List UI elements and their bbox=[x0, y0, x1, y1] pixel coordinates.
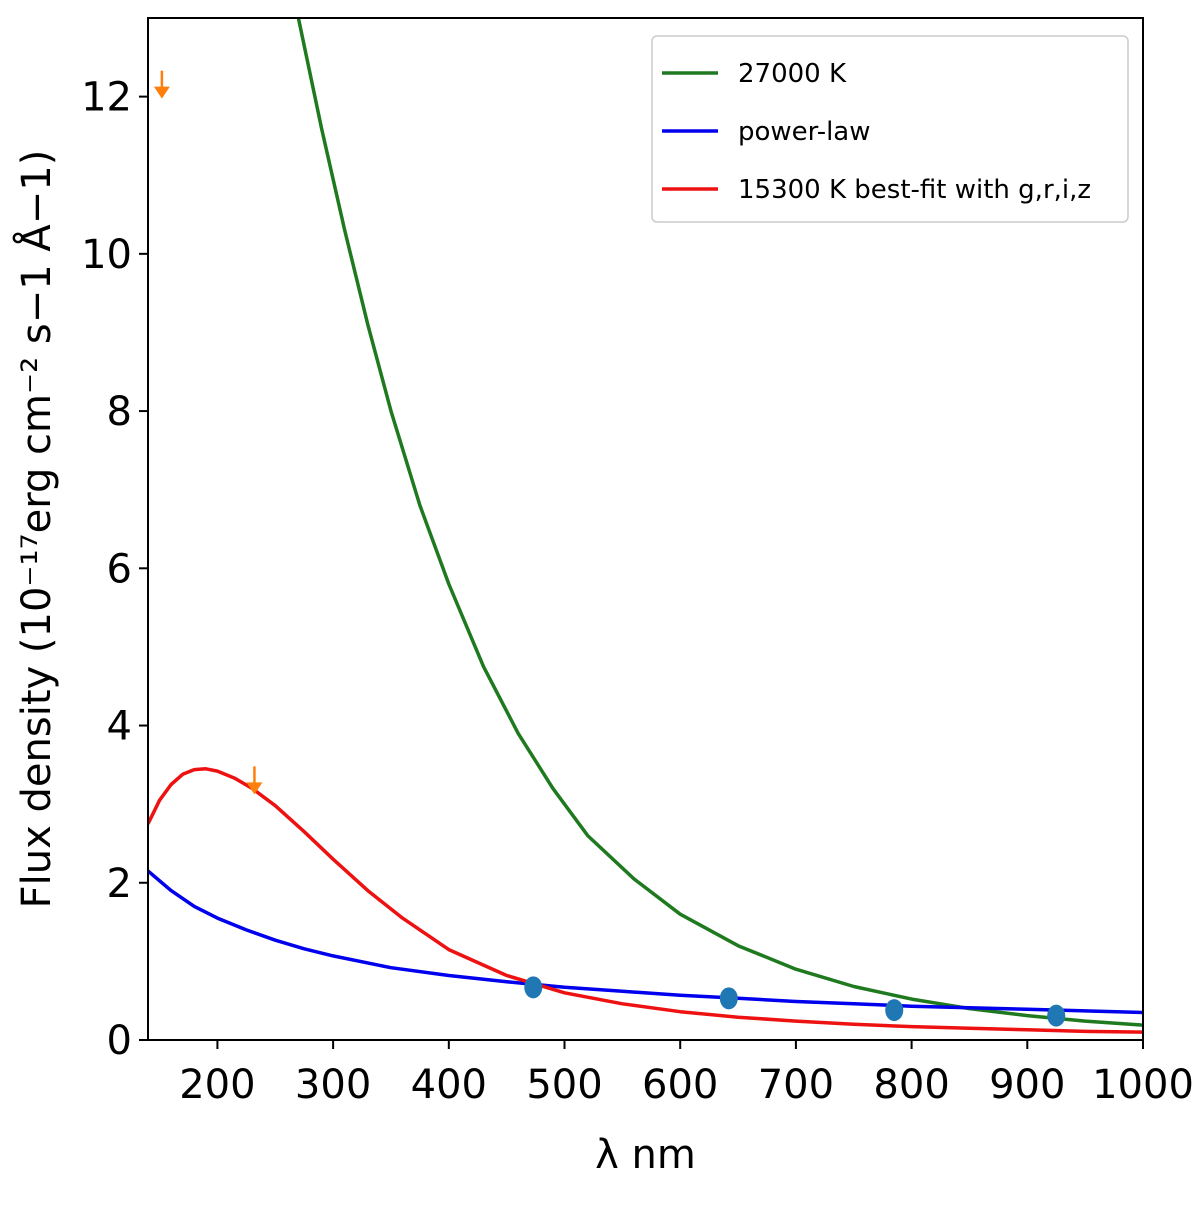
data-point bbox=[719, 987, 738, 1010]
legend-box bbox=[651, 35, 1129, 223]
y-tick-label: 12 bbox=[81, 75, 132, 121]
x-tick-label: 1000 bbox=[1092, 1062, 1194, 1108]
upper-limit-arrow bbox=[246, 766, 263, 795]
legend-label: 27000 K bbox=[738, 59, 847, 89]
y-tick-label: 8 bbox=[107, 389, 132, 435]
x-axis-label: λ nm bbox=[595, 1132, 696, 1178]
y-tick-label: 4 bbox=[107, 704, 132, 750]
y-tick-label: 6 bbox=[107, 546, 132, 592]
x-tick-label: 400 bbox=[411, 1062, 487, 1108]
x-tick-label: 800 bbox=[873, 1062, 949, 1108]
x-tick-label: 900 bbox=[989, 1062, 1065, 1108]
data-point bbox=[524, 976, 543, 999]
legend-item: 27000 K bbox=[662, 59, 847, 89]
legend: 27000 K power-law 15300 K best-fit with g,… bbox=[651, 35, 1129, 223]
upper-limit-markers bbox=[153, 70, 263, 795]
y-axis-label: Flux density (10⁻¹⁷erg cm⁻² s−1 Å−1) bbox=[12, 150, 60, 909]
x-axis-ticks: 200 300 400 500 600 700 800 900 1000 bbox=[179, 1040, 1194, 1108]
series-line-2 bbox=[148, 869, 1143, 1015]
data-point bbox=[885, 999, 904, 1022]
x-tick-label: 700 bbox=[758, 1062, 834, 1108]
y-tick-label: 0 bbox=[107, 1018, 132, 1064]
x-tick-label: 300 bbox=[295, 1062, 371, 1108]
data-point bbox=[1047, 1004, 1066, 1027]
x-tick-label: 500 bbox=[526, 1062, 602, 1108]
legend-label: 15300 K best-fit with g,r,i,z bbox=[738, 175, 1091, 205]
plot-frame bbox=[147, 17, 1144, 1041]
x-tick-label: 200 bbox=[179, 1062, 255, 1108]
series-line-1 bbox=[296, 18, 1143, 1027]
y-tick-label: 10 bbox=[81, 232, 132, 278]
upper-limit-arrow bbox=[153, 70, 170, 99]
legend-item: 15300 K best-fit with g,r,i,z bbox=[662, 175, 1091, 205]
legend-label: power-law bbox=[738, 117, 871, 147]
y-axis-ticks: 0 2 4 6 8 10 12 bbox=[81, 75, 148, 1064]
legend-item: power-law bbox=[662, 117, 871, 147]
data-points bbox=[524, 976, 1066, 1027]
series-line-3 bbox=[148, 767, 1143, 1034]
y-tick-label: 2 bbox=[107, 861, 132, 907]
x-tick-label: 600 bbox=[642, 1062, 718, 1108]
